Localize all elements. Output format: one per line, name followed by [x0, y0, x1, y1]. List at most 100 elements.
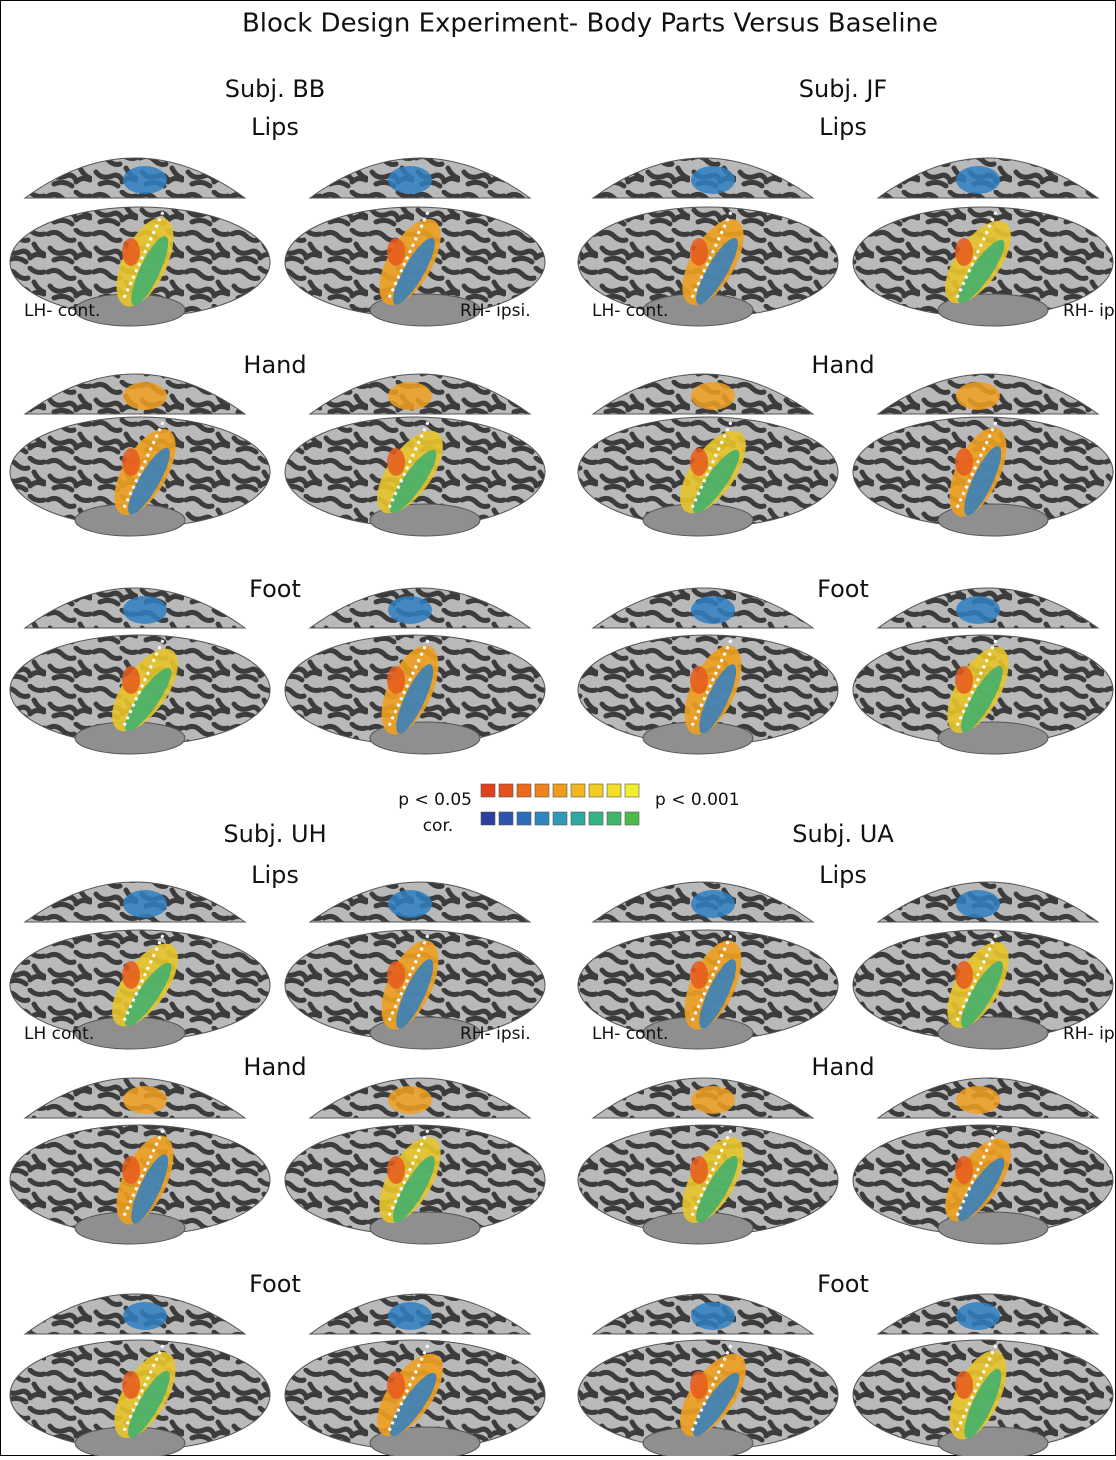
activation	[122, 1371, 140, 1399]
hemisphere-label: RH- ipsi.	[460, 1024, 531, 1044]
brain	[578, 1294, 838, 1456]
brain	[285, 588, 545, 754]
activation	[387, 666, 405, 694]
activation	[691, 890, 735, 918]
condition-label: Lips	[251, 861, 299, 889]
brain	[853, 1294, 1113, 1456]
brain	[10, 1294, 270, 1456]
activation	[955, 448, 973, 476]
brain	[285, 374, 545, 536]
hemisphere-label: LH cont.	[24, 1024, 94, 1044]
activation	[388, 1086, 432, 1114]
legend-swatch	[607, 784, 621, 797]
activation	[123, 382, 167, 410]
activation	[388, 596, 432, 624]
condition-label: Hand	[811, 1053, 874, 1081]
activation	[956, 596, 1000, 624]
legend-swatch	[553, 784, 567, 797]
legend-swatch	[589, 812, 603, 825]
condition-label: Hand	[243, 351, 306, 379]
hemisphere-label: RH- ipsi.	[460, 301, 531, 321]
condition-label: Foot	[249, 1270, 301, 1298]
activation	[388, 382, 432, 410]
activation	[122, 238, 140, 266]
legend-high: p < 0.001	[655, 790, 740, 810]
activation	[690, 1156, 708, 1184]
activation	[956, 166, 1000, 194]
activation	[691, 382, 735, 410]
activation	[955, 961, 973, 989]
condition-label: Lips	[819, 113, 867, 141]
condition-label: Hand	[811, 351, 874, 379]
legend-swatch	[607, 812, 621, 825]
activation	[691, 596, 735, 624]
activation	[388, 166, 432, 194]
legend-low: p < 0.05	[398, 790, 472, 810]
activation	[955, 1156, 973, 1184]
activation	[955, 1371, 973, 1399]
legend-swatch	[571, 812, 585, 825]
brain	[10, 588, 270, 754]
condition-label: Foot	[817, 1270, 869, 1298]
figure: Block Design Experiment- Body Parts Vers…	[0, 0, 1116, 1456]
activation	[690, 961, 708, 989]
legend-swatch	[535, 812, 549, 825]
activation	[955, 238, 973, 266]
legend-swatch	[481, 784, 495, 797]
brain	[285, 1078, 545, 1244]
activation	[690, 1371, 708, 1399]
hemisphere-label: LH- cont.	[24, 301, 100, 321]
activation	[388, 1302, 432, 1330]
activation	[387, 961, 405, 989]
brain	[853, 374, 1113, 536]
brain	[578, 588, 838, 754]
legend-swatch	[589, 784, 603, 797]
activation	[690, 448, 708, 476]
legend-swatch	[499, 784, 513, 797]
condition-label: Lips	[819, 861, 867, 889]
legend-swatch	[535, 784, 549, 797]
figure-title: Block Design Experiment- Body Parts Vers…	[242, 9, 938, 39]
activation	[122, 1156, 140, 1184]
legend-swatch	[571, 784, 585, 797]
legend-swatch	[481, 812, 495, 825]
activation	[387, 448, 405, 476]
legend-swatch	[517, 784, 531, 797]
activation	[956, 382, 1000, 410]
activation	[956, 1302, 1000, 1330]
brain	[578, 1078, 838, 1244]
brain	[285, 1294, 545, 1456]
activation	[690, 238, 708, 266]
subject-name: Subj. JF	[799, 75, 888, 103]
legend-swatch	[553, 812, 567, 825]
condition-label: Lips	[251, 113, 299, 141]
activation	[123, 890, 167, 918]
activation	[387, 1371, 405, 1399]
subject-name: Subj. UH	[223, 820, 326, 848]
activation	[956, 890, 1000, 918]
legend-swatch	[499, 812, 513, 825]
activation	[691, 1086, 735, 1114]
condition-label: Foot	[817, 575, 869, 603]
brain	[853, 1078, 1113, 1244]
activation	[955, 666, 973, 694]
subject-name: Subj. UA	[792, 820, 894, 848]
activation	[123, 596, 167, 624]
activation	[122, 666, 140, 694]
hemisphere-label: LH- cont.	[592, 301, 668, 321]
activation	[123, 1302, 167, 1330]
activation	[388, 890, 432, 918]
activation	[690, 666, 708, 694]
activation	[387, 1156, 405, 1184]
brain	[853, 588, 1113, 754]
legend-correction: cor.	[423, 816, 454, 836]
condition-label: Hand	[243, 1053, 306, 1081]
activation	[691, 1302, 735, 1330]
brain	[10, 374, 270, 536]
legend-swatch	[625, 812, 639, 825]
hemisphere-label: RH- ipsi.	[1063, 301, 1116, 321]
activation	[123, 1086, 167, 1114]
subject-name: Subj. BB	[225, 75, 326, 103]
condition-label: Foot	[249, 575, 301, 603]
legend-swatch	[517, 812, 531, 825]
